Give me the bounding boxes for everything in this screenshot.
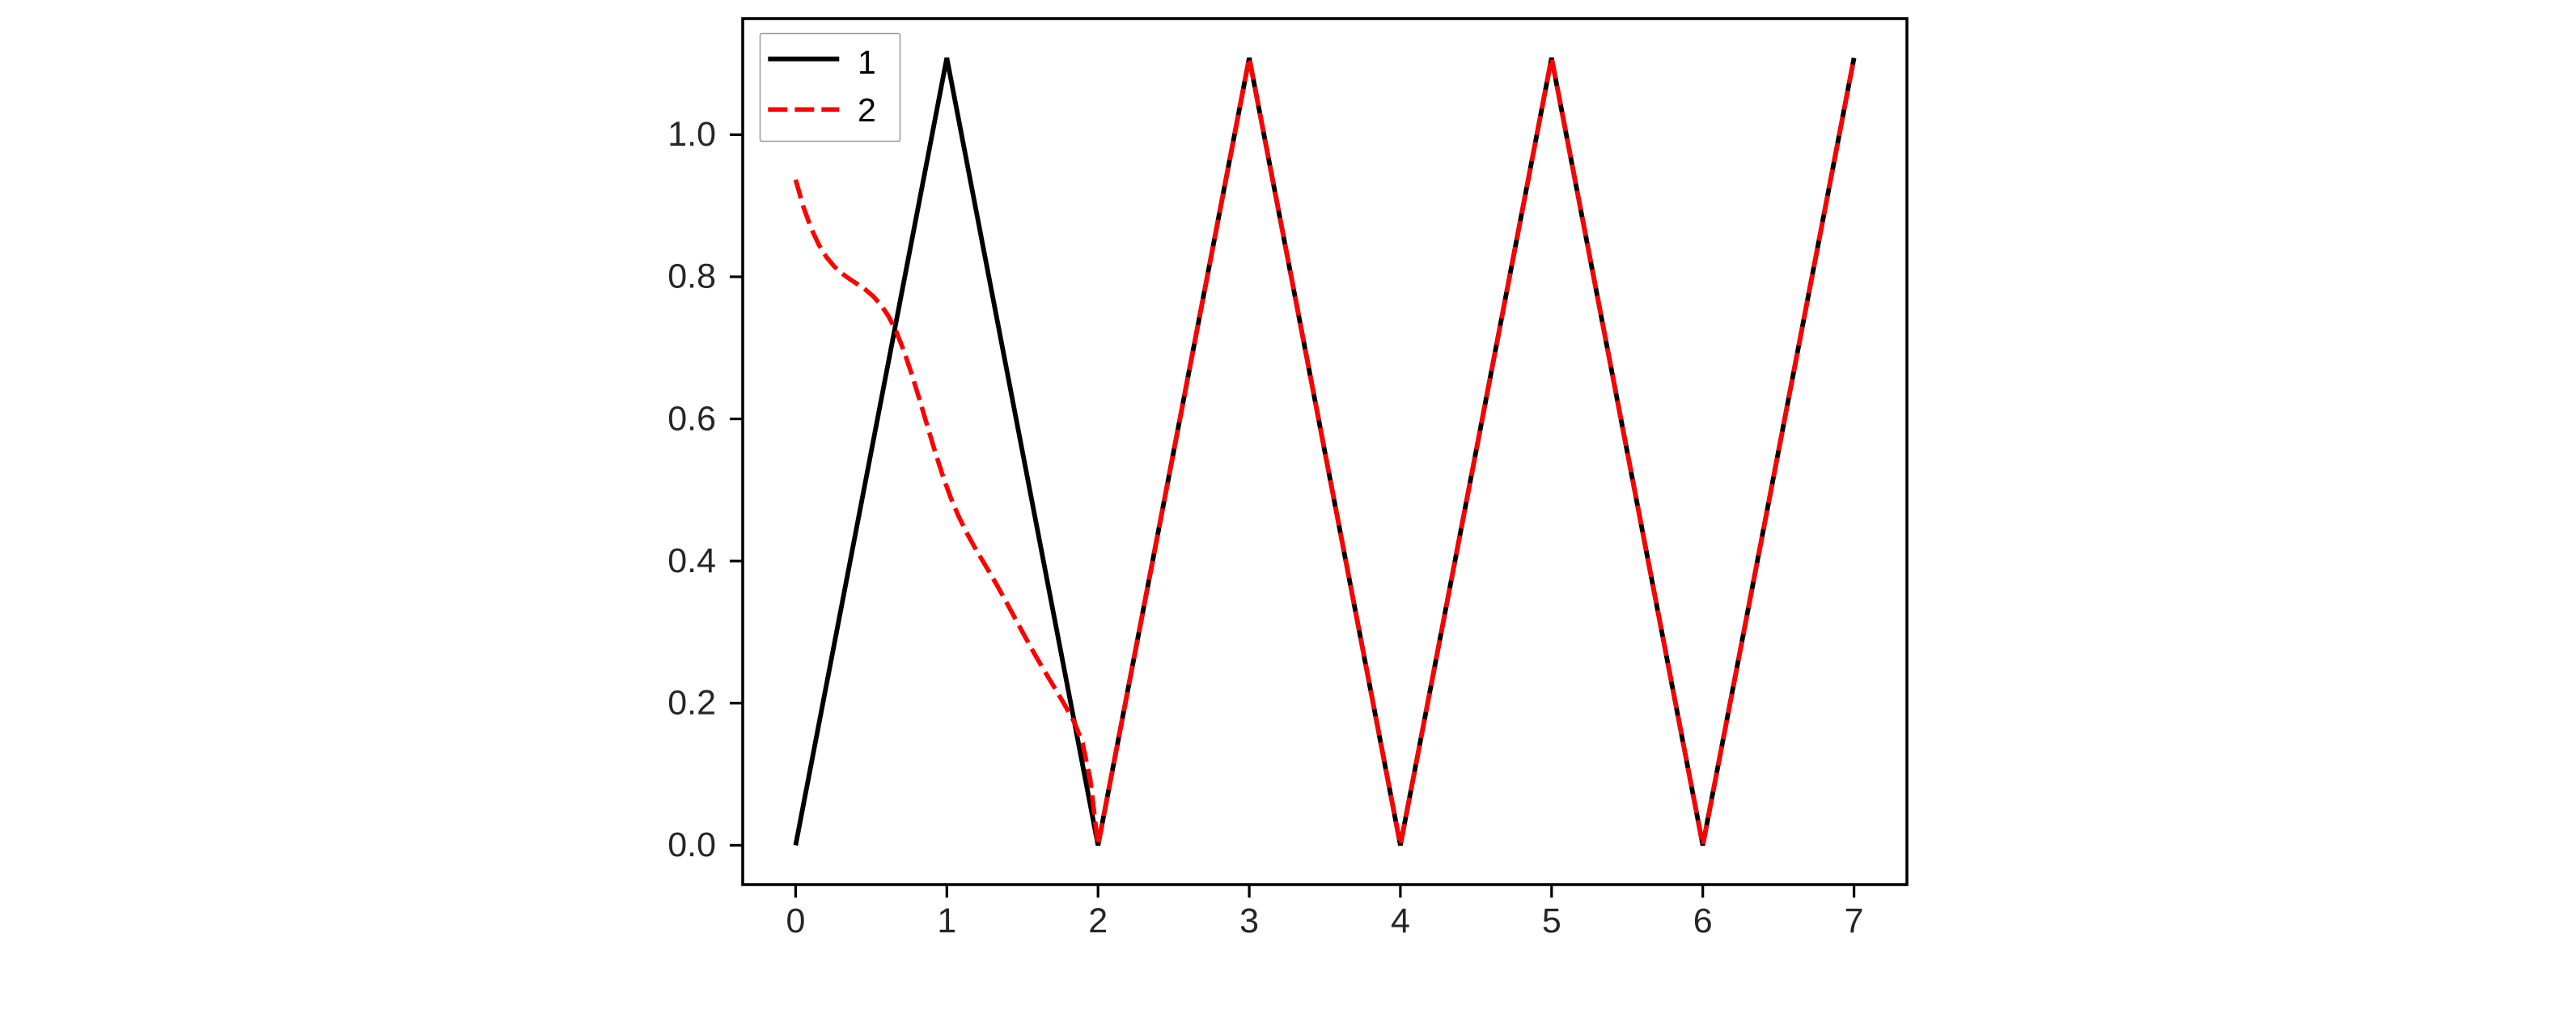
svg-text:0.4: 0.4 (667, 541, 716, 580)
svg-text:0.2: 0.2 (667, 684, 716, 723)
svg-text:2: 2 (858, 91, 876, 129)
svg-text:1: 1 (858, 44, 876, 81)
svg-text:1: 1 (937, 902, 956, 940)
svg-text:7: 7 (1845, 902, 1864, 940)
svg-text:0.8: 0.8 (667, 257, 716, 296)
svg-text:0.6: 0.6 (667, 399, 716, 438)
svg-text:4: 4 (1391, 902, 1410, 940)
svg-text:0.0: 0.0 (667, 826, 716, 864)
svg-text:6: 6 (1693, 902, 1713, 940)
svg-text:5: 5 (1542, 902, 1561, 940)
svg-text:3: 3 (1239, 902, 1259, 940)
svg-text:0: 0 (786, 902, 805, 940)
svg-text:2: 2 (1088, 902, 1108, 940)
svg-text:1.0: 1.0 (667, 115, 716, 154)
